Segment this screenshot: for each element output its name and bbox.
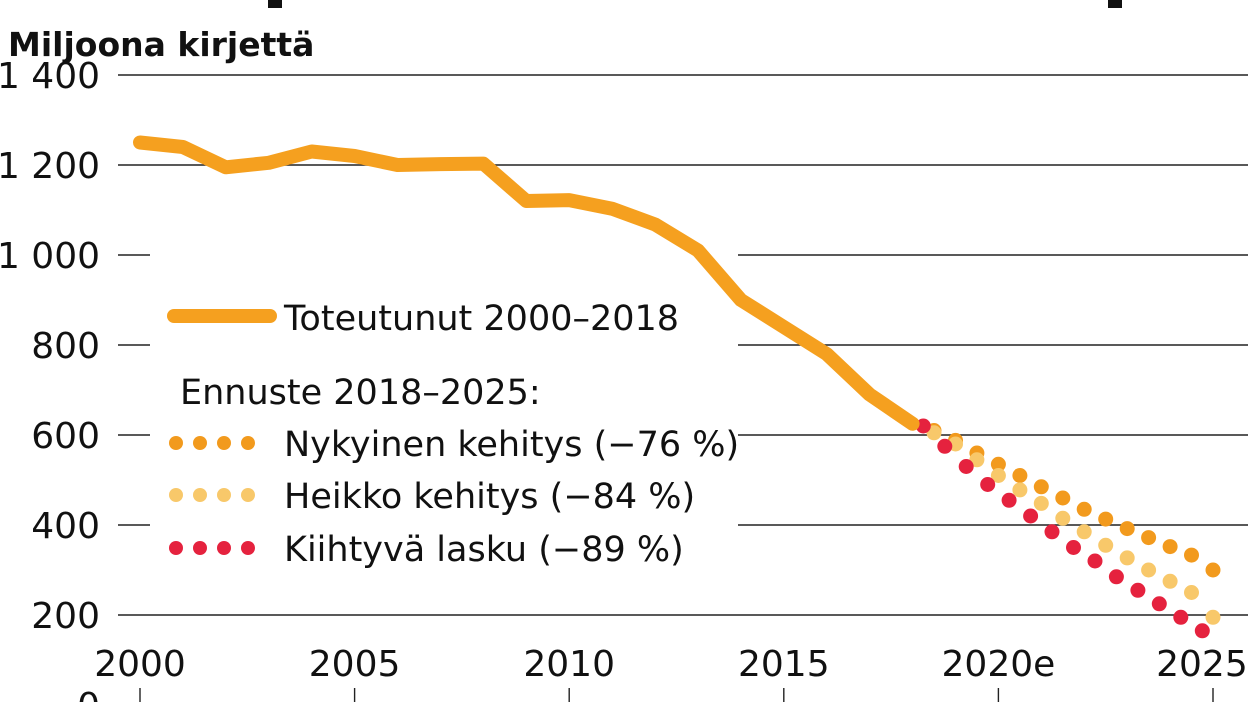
legend-marker-weak xyxy=(169,488,255,502)
x-tick-label: 2000 xyxy=(94,644,186,685)
legend-label-weak: Heikko kehitys (−84 %) xyxy=(284,477,695,517)
data-point xyxy=(1141,530,1157,546)
data-point xyxy=(980,477,996,492)
data-point xyxy=(1066,540,1081,555)
data-point xyxy=(1012,468,1028,483)
data-point xyxy=(1184,547,1199,563)
data-point xyxy=(1033,495,1049,511)
data-point xyxy=(1194,623,1210,639)
data-point xyxy=(1119,550,1135,566)
x-tick-label: 2010 xyxy=(523,644,615,685)
data-point xyxy=(1205,562,1221,578)
data-point xyxy=(1205,609,1221,625)
y-tick-label: 600 xyxy=(31,416,100,457)
data-point xyxy=(1001,492,1017,508)
data-point xyxy=(990,456,1006,472)
data-point xyxy=(1130,582,1146,598)
data-point xyxy=(1151,596,1167,612)
y-tick-label: 1 000 xyxy=(0,236,100,277)
y-tick-labels: 0 200 400 600 800 1 000 1 200 1 400 xyxy=(0,56,100,702)
data-point xyxy=(1087,553,1103,569)
data-point xyxy=(937,438,953,454)
data-point xyxy=(1141,562,1157,578)
data-point xyxy=(915,418,931,434)
y-tick-label: 0 xyxy=(77,686,100,702)
data-point xyxy=(1162,573,1178,589)
y-tick-label: 1 200 xyxy=(0,146,100,187)
series-dots-2 xyxy=(926,425,1221,625)
data-point xyxy=(1098,511,1114,527)
y-tick-label: 800 xyxy=(31,326,100,367)
legend-label-actual: Toteutunut 2000–2018 xyxy=(283,299,679,339)
data-point xyxy=(1055,510,1071,526)
y-axis-title: Miljoona kirjettä xyxy=(8,25,314,64)
data-point xyxy=(1173,609,1189,625)
data-point xyxy=(1033,479,1049,495)
data-point xyxy=(990,468,1006,483)
y-tick-label: 200 xyxy=(31,596,100,637)
legend-label-current: Nykyinen kehitys (−76 %) xyxy=(284,425,739,465)
cropped-title-fragment xyxy=(268,0,1122,8)
data-point xyxy=(958,459,974,474)
data-point xyxy=(1119,521,1135,537)
x-tick-label: 2015 xyxy=(738,644,830,685)
data-point xyxy=(1012,482,1028,498)
legend-background xyxy=(150,228,738,586)
series-dots-3 xyxy=(915,418,1210,639)
data-point xyxy=(1098,537,1114,553)
y-tick-label: 400 xyxy=(31,506,100,547)
legend-marker-current xyxy=(169,436,255,450)
data-point xyxy=(1184,585,1199,600)
data-point xyxy=(1108,569,1124,585)
legend-label-accelerating: Kiihtyvä lasku (−89 %) xyxy=(284,530,684,570)
data-point xyxy=(1023,508,1039,524)
data-point xyxy=(1055,490,1071,506)
x-tick-label: 2020e xyxy=(942,644,1056,685)
data-point xyxy=(1076,524,1092,540)
data-point xyxy=(1044,524,1060,540)
x-ticks: 2000 2005 2010 2015 2020e 2025e xyxy=(94,644,1248,702)
legend-forecast-title: Ennuste 2018–2025: xyxy=(180,373,541,413)
x-tick-label: 2025e xyxy=(1156,644,1248,685)
data-point xyxy=(1162,539,1178,555)
data-point xyxy=(926,425,942,441)
series-layer xyxy=(133,135,1221,639)
legend-marker-accelerating xyxy=(169,541,255,555)
x-tick-label: 2005 xyxy=(309,644,401,685)
data-point xyxy=(1076,501,1092,517)
y-tick-label: 1 400 xyxy=(0,56,100,97)
series-line-actual xyxy=(133,135,920,431)
data-point xyxy=(969,452,985,468)
legend: Toteutunut 2000–2018 Ennuste 2018–2025: … xyxy=(167,299,739,570)
